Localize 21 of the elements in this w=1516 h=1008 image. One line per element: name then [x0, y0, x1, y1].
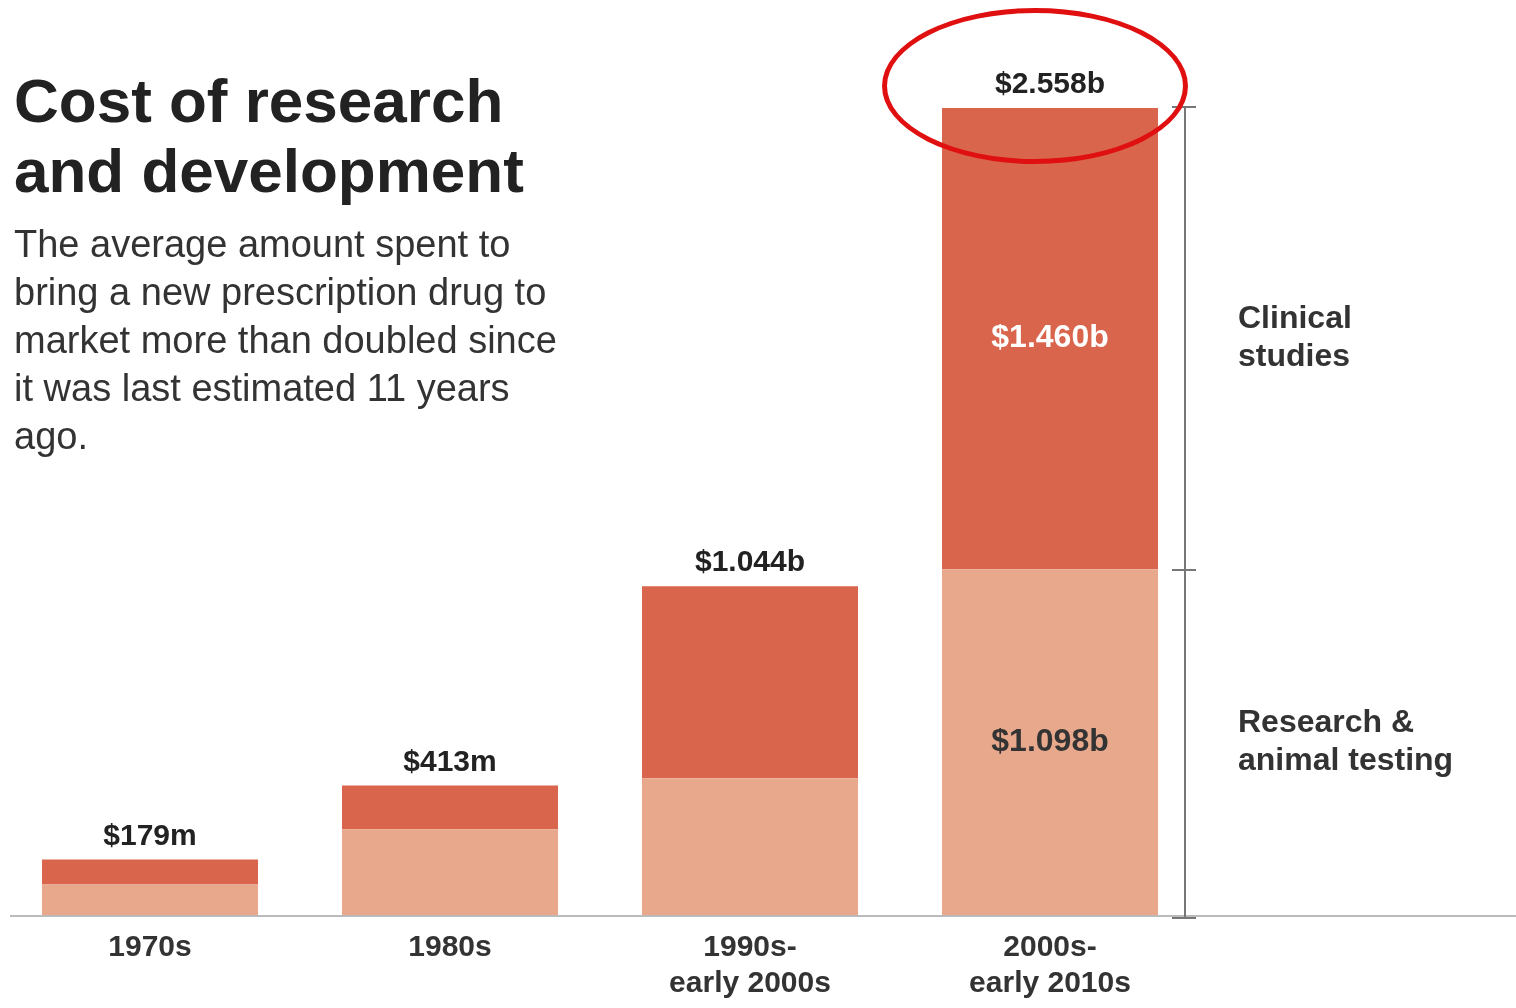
chart-title: Cost of research and development	[14, 66, 525, 206]
text: Clinical studies	[1238, 299, 1352, 374]
total-label: $2.558b	[994, 66, 1106, 100]
bar	[642, 778, 858, 916]
bar	[642, 586, 858, 779]
bar	[42, 859, 258, 885]
data-label: $1.460b	[991, 318, 1109, 355]
bar	[342, 785, 558, 830]
bar	[42, 884, 258, 916]
total-label: $413m	[403, 743, 497, 777]
total-label: $179m	[103, 817, 197, 851]
x-tick-label: 1980s	[408, 929, 492, 963]
x-tick-label: 1970s	[108, 929, 192, 963]
bar	[342, 829, 558, 916]
bar	[942, 569, 1158, 916]
x-tick-label: 2000s- early 2010s	[969, 929, 1131, 999]
text: The average amount spent to bring a new prescription drug to market more than doubled since it was last estimated 11 years ago.	[14, 222, 558, 459]
text: Research & animal testing	[1238, 703, 1454, 778]
x-tick-label: 1990s- early 2000s	[669, 929, 831, 999]
total-label: $1.044b	[694, 544, 806, 578]
data-label: $1.098b	[991, 722, 1109, 759]
